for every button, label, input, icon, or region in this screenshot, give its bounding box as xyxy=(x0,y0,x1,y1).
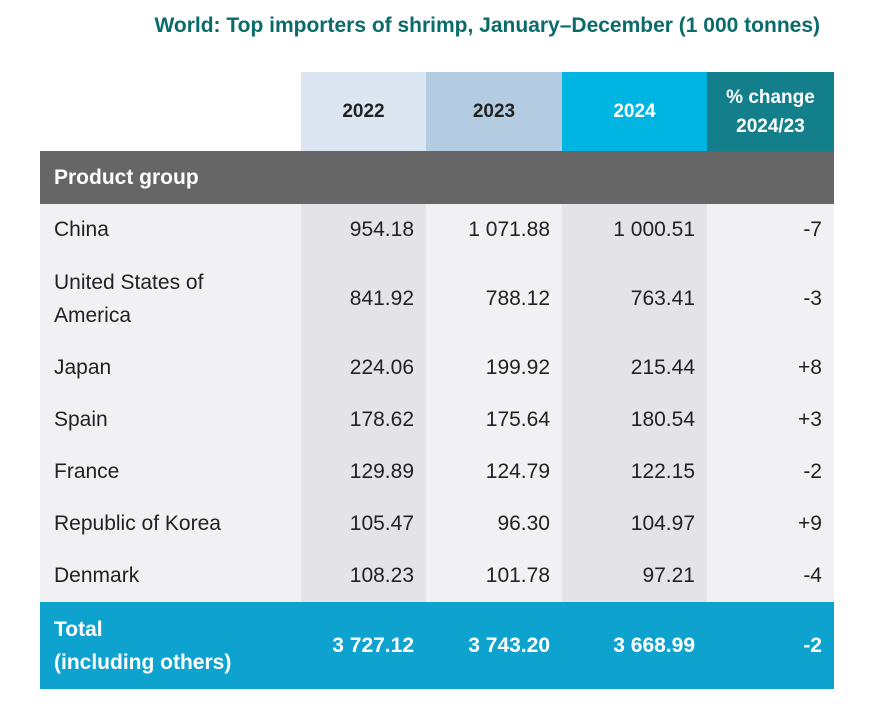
row-label: Spain xyxy=(40,394,301,446)
header-row: 2022 2023 2024 % change 2024/23 xyxy=(40,72,834,151)
total-2022: 3 727.12 xyxy=(301,602,426,689)
cell-percent-change: -7 xyxy=(707,204,834,256)
chart-title: World: Top importers of shrimp, January–… xyxy=(154,14,820,37)
row-label: Japan xyxy=(40,342,301,394)
cell-2023: 199.92 xyxy=(426,342,562,394)
cell-percent-change: -3 xyxy=(707,256,834,342)
cell-2024: 1 000.51 xyxy=(562,204,707,256)
table-row: Denmark 108.23 101.78 97.21 -4 xyxy=(40,550,834,602)
header-empty-cell xyxy=(40,72,301,151)
table-row: Republic of Korea 105.47 96.30 104.97 +9 xyxy=(40,498,834,550)
header-percent-change: % change 2024/23 xyxy=(707,72,834,151)
row-label: Republic of Korea xyxy=(40,498,301,550)
cell-2024: 180.54 xyxy=(562,394,707,446)
table-row: United States of America 841.92 788.12 763.… xyxy=(40,256,834,342)
total-row: Total (including others) 3 727.12 3 743.… xyxy=(40,602,834,689)
cell-2024: 104.97 xyxy=(562,498,707,550)
cell-2023: 1 071.88 xyxy=(426,204,562,256)
cell-percent-change: +9 xyxy=(707,498,834,550)
table-row: Japan 224.06 199.92 215.44 +8 xyxy=(40,342,834,394)
table-row: France 129.89 124.79 122.15 -2 xyxy=(40,446,834,498)
cell-2022: 105.47 xyxy=(301,498,426,550)
total-2023: 3 743.20 xyxy=(426,602,562,689)
cell-2022: 129.89 xyxy=(301,446,426,498)
cell-percent-change: +8 xyxy=(707,342,834,394)
row-label: Denmark xyxy=(40,550,301,602)
cell-2024: 215.44 xyxy=(562,342,707,394)
product-group-label: Product group xyxy=(54,165,199,189)
cell-2022: 224.06 xyxy=(301,342,426,394)
row-label: China xyxy=(40,204,301,256)
cell-2022: 954.18 xyxy=(301,204,426,256)
cell-2022: 841.92 xyxy=(301,256,426,342)
cell-percent-change: -2 xyxy=(707,446,834,498)
header-2024: 2024 xyxy=(562,72,707,151)
cell-percent-change: -4 xyxy=(707,550,834,602)
total-2024: 3 668.99 xyxy=(562,602,707,689)
data-table: 2022 2023 2024 % change 2024/23 Product … xyxy=(40,72,834,689)
cell-2024: 122.15 xyxy=(562,446,707,498)
cell-2023: 788.12 xyxy=(426,256,562,342)
cell-2023: 101.78 xyxy=(426,550,562,602)
header-2023: 2023 xyxy=(426,72,562,151)
cell-2024: 763.41 xyxy=(562,256,707,342)
cell-2023: 124.79 xyxy=(426,446,562,498)
row-label: France xyxy=(40,446,301,498)
cell-2022: 178.62 xyxy=(301,394,426,446)
cell-2023: 96.30 xyxy=(426,498,562,550)
cell-2024: 97.21 xyxy=(562,550,707,602)
product-group-row: Product group xyxy=(40,151,834,204)
header-2022: 2022 xyxy=(301,72,426,151)
table-row: China 954.18 1 071.88 1 000.51 -7 xyxy=(40,204,834,256)
cell-percent-change: +3 xyxy=(707,394,834,446)
cell-2022: 108.23 xyxy=(301,550,426,602)
row-label: United States of America xyxy=(40,256,301,342)
table-row: Spain 178.62 175.64 180.54 +3 xyxy=(40,394,834,446)
total-label: Total (including others) xyxy=(40,602,301,689)
cell-2023: 175.64 xyxy=(426,394,562,446)
total-percent-change: -2 xyxy=(707,602,834,689)
